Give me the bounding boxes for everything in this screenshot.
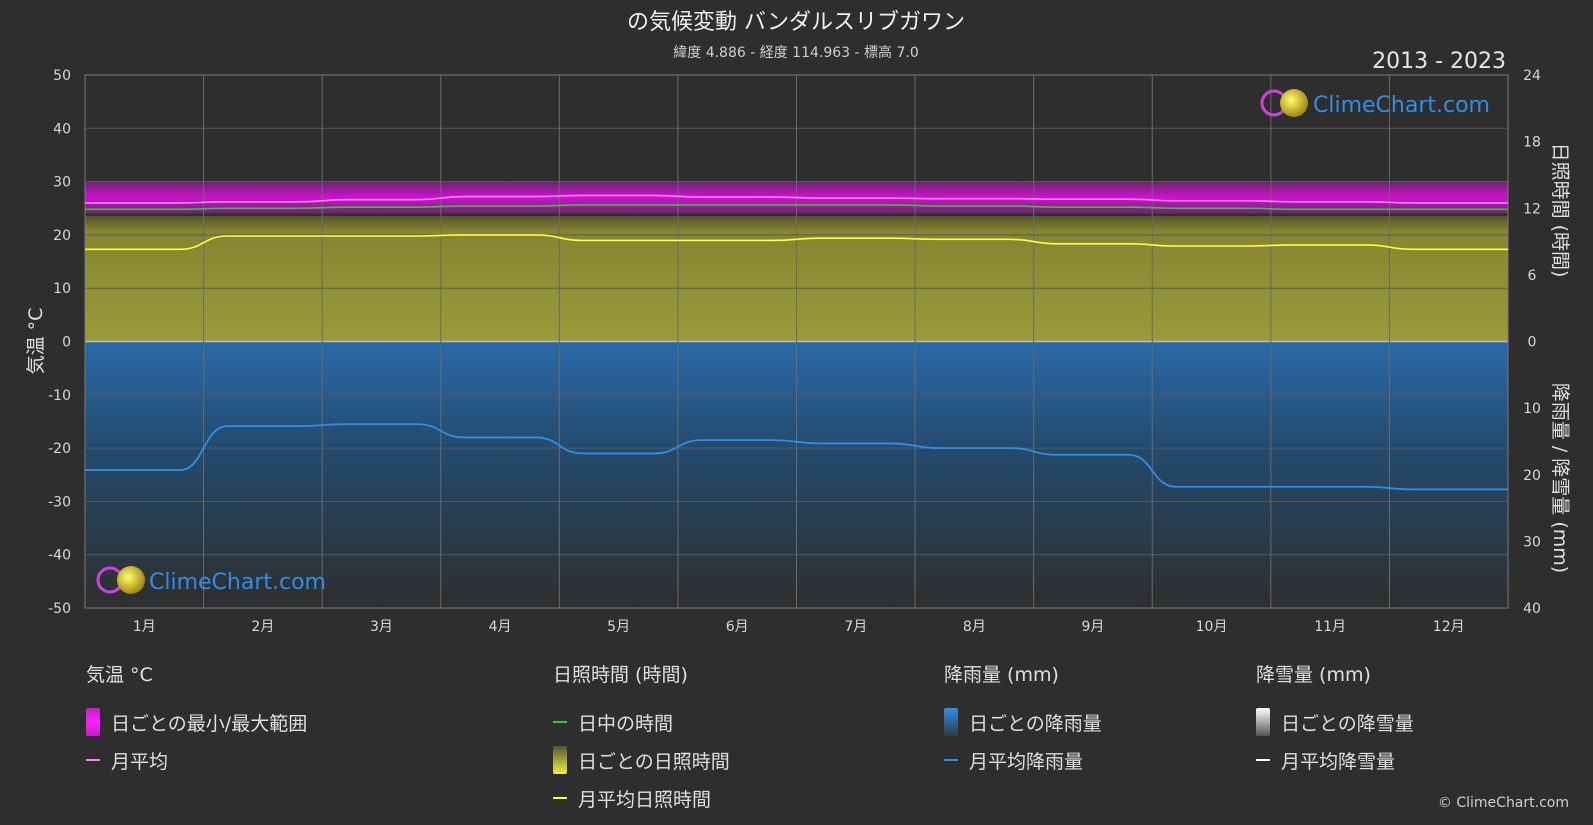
logo-sun-icon	[1280, 89, 1308, 117]
left-axis-tick-label: 10	[53, 281, 71, 297]
legend-temperature-title: 気温 °C	[86, 664, 153, 686]
legend-label: 月平均	[111, 750, 169, 773]
x-axis-month-label: 1月	[133, 619, 156, 635]
legend-item: 月平均降雪量	[1256, 741, 1414, 779]
daylight-swatch	[553, 721, 567, 723]
sunshine-avg-line	[85, 234, 1508, 251]
legend-label: 月平均日照時間	[578, 788, 712, 811]
grid-lines	[84, 74, 1509, 609]
sunshine-daily-swatch	[553, 746, 567, 774]
chart-title: の気候変動 バンダルスリブガワン	[627, 10, 965, 35]
x-axis-month-label: 7月	[844, 619, 867, 635]
x-axis-month-label: 11月	[1314, 619, 1346, 635]
left-axis-label: 気温 °C	[25, 308, 47, 375]
x-axis-month-label: 9月	[1081, 619, 1104, 635]
temp-range-swatch	[86, 708, 100, 736]
legend-label: 日ごとの最小/最大範囲	[111, 712, 308, 735]
left-axis-tick-label: 20	[53, 228, 71, 244]
temp-avg-swatch	[86, 759, 100, 761]
x-axis-month-label: 10月	[1196, 619, 1228, 635]
legend-item: 日ごとの降雪量	[1256, 703, 1414, 741]
x-axis-month-label: 12月	[1433, 619, 1465, 635]
legend-rain-title: 降雨量 (mm)	[944, 664, 1059, 686]
right-axis-sunshine-tick-label: 6	[1528, 268, 1537, 284]
legend-rain: 降雨量 (mm) 日ごとの降雨量 月平均降雨量	[944, 660, 1102, 779]
rain-daily-swatch	[944, 708, 958, 736]
legend-label: 月平均降雨量	[969, 750, 1084, 773]
right-axis-sunshine-tick-label: 18	[1523, 135, 1541, 151]
legend-temperature: 気温 °C 日ごとの最小/最大範囲 月平均	[86, 660, 307, 779]
watermark-logo-bottom: ClimeChart.com	[96, 566, 326, 595]
right-axis-precip-tick-label: 20	[1523, 468, 1541, 484]
copyright: © ClimeChart.com	[1437, 795, 1569, 811]
legend-item: 月平均	[86, 741, 307, 779]
legend-label: 日ごとの降雨量	[969, 712, 1102, 735]
watermark-logo-top: ClimeChart.com	[1260, 89, 1490, 118]
right-axis-top-label: 日照時間 (時間)	[1549, 143, 1571, 278]
axes: 50 40 30 20 10 0 -10 -20 -30 -40 -50 24 18 12 6 0 10 20 30…	[48, 68, 1541, 635]
legend-sunshine-title: 日照時間 (時間)	[553, 664, 688, 686]
right-axis-precip-tick-label: 40	[1523, 601, 1541, 617]
legend-label: 日ごとの降雪量	[1281, 712, 1414, 735]
left-axis-tick-label: 0	[62, 335, 71, 351]
legend-item: 月平均降雨量	[944, 741, 1102, 779]
legend-item: 日ごとの最小/最大範囲	[86, 703, 307, 741]
legend-sunshine: 日照時間 (時間) 日中の時間 日ごとの日照時間 月平均日照時間	[553, 660, 730, 817]
year-range: 2013 - 2023	[1372, 49, 1506, 74]
series-lines	[85, 194, 1508, 491]
legend-label: 日ごとの日照時間	[578, 750, 730, 773]
x-axis-month-label: 5月	[607, 619, 630, 635]
left-axis-tick-label: 30	[53, 175, 71, 191]
temperature-avg-line	[85, 194, 1508, 204]
snow-avg-swatch	[1256, 759, 1270, 761]
left-axis-tick-label: 50	[53, 68, 71, 84]
right-axis-bottom-label: 降雨量 / 降雪量 (mm)	[1549, 383, 1571, 573]
logo-sun-icon	[117, 566, 145, 594]
rain-avg-swatch	[944, 759, 958, 761]
watermark-text-bottom: ClimeChart.com	[149, 570, 326, 595]
right-axis-sunshine-tick-label: 0	[1528, 335, 1537, 351]
left-axis-tick-label: 40	[53, 121, 71, 137]
legend-item: 日ごとの降雨量	[944, 703, 1102, 741]
right-axis-precip-tick-label: 10	[1523, 401, 1541, 417]
snow-daily-swatch	[1256, 708, 1270, 736]
rain-avg-line	[85, 423, 1508, 491]
x-axis-month-label: 4月	[489, 619, 512, 635]
right-axis-precip-tick-label: 30	[1523, 534, 1541, 550]
watermark-text-top: ClimeChart.com	[1313, 93, 1490, 118]
x-axis-month-label: 2月	[251, 619, 274, 635]
right-axis-sunshine-tick-label: 12	[1523, 201, 1541, 217]
x-axis-month-label: 3月	[370, 619, 393, 635]
left-axis-tick-label: -50	[48, 601, 71, 617]
daylight-line	[85, 204, 1508, 211]
x-axis-month-label: 8月	[963, 619, 986, 635]
plot-frame	[84, 74, 1509, 609]
legend-item: 日ごとの日照時間	[553, 741, 730, 779]
x-axis-month-label: 6月	[726, 619, 749, 635]
sunshine-avg-swatch	[553, 797, 567, 799]
legend-snow-title: 降雪量 (mm)	[1256, 664, 1371, 686]
right-axis-sunshine-tick-label: 24	[1523, 68, 1541, 84]
legend-item: 月平均日照時間	[553, 779, 730, 817]
left-axis-tick-label: -20	[48, 441, 71, 457]
left-axis-tick-label: -10	[48, 388, 71, 404]
legend-item: 日中の時間	[553, 703, 730, 741]
left-axis-tick-label: -40	[48, 548, 71, 564]
legend-label: 月平均降雪量	[1281, 750, 1396, 773]
chart-subtitle: 緯度 4.886 - 経度 114.963 - 標高 7.0	[673, 44, 919, 61]
left-axis-tick-label: -30	[48, 494, 71, 510]
legend-snow: 降雪量 (mm) 日ごとの降雪量 月平均降雪量	[1256, 660, 1414, 779]
legend-label: 日中の時間	[578, 712, 674, 735]
